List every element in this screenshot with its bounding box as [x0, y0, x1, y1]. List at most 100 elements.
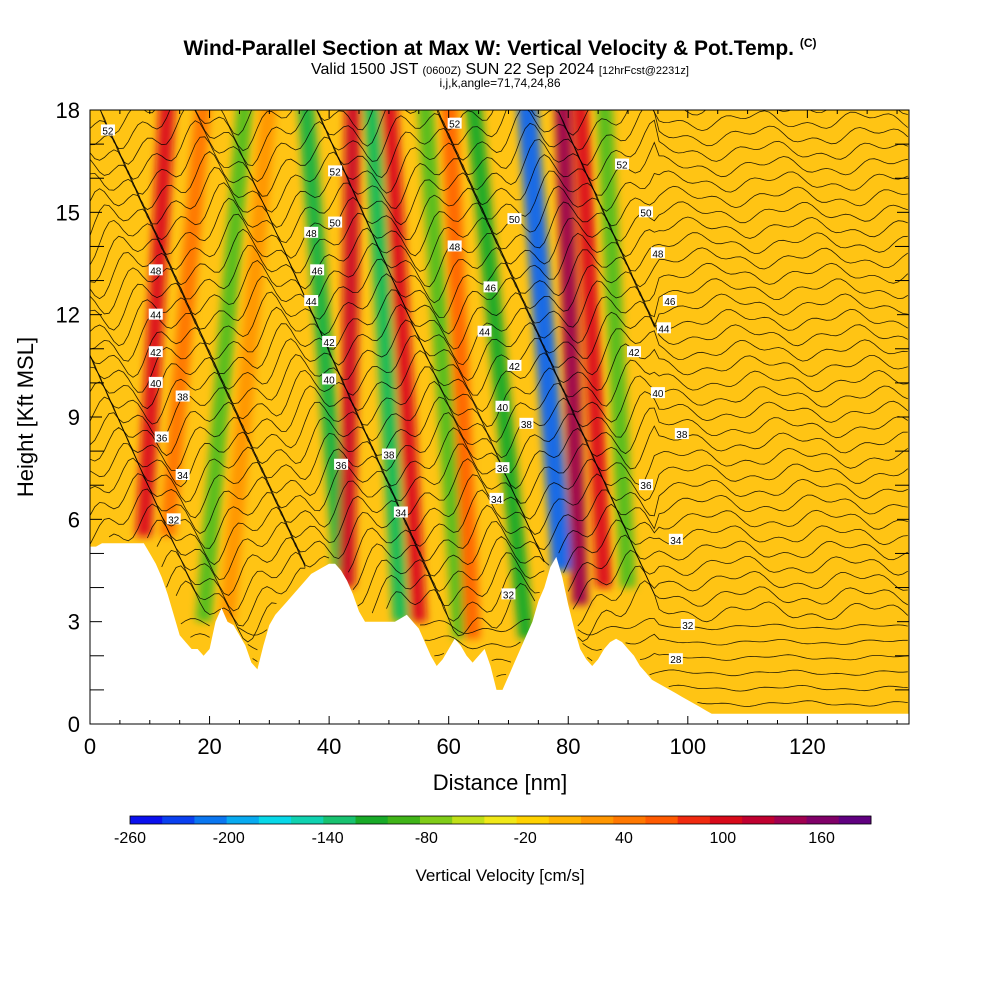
theta-label: 42 — [628, 348, 640, 359]
theta-label-bg — [175, 468, 190, 480]
theta-label: 44 — [150, 311, 162, 322]
colorbar: -260 -200 -140 -80 -20 40 100 160 — [114, 815, 872, 847]
theta-label: 38 — [383, 451, 395, 462]
theta-label-bg — [166, 513, 181, 525]
colorbar-swatch — [581, 816, 614, 824]
theta-contour — [90, 350, 908, 413]
theta-contour — [90, 258, 909, 320]
theta-label: 28 — [670, 655, 682, 666]
velocity-plume — [159, 110, 211, 537]
theta-label-bg — [507, 213, 522, 225]
x-tick-label: 0 — [84, 734, 96, 759]
colorbar-tick-label: 100 — [709, 830, 736, 847]
theta-label-bg — [310, 264, 325, 276]
theta-label-bg — [650, 247, 665, 259]
y-axis-label: Height [Kft MSL] — [13, 337, 38, 497]
theta-label: 34 — [395, 509, 407, 520]
theta-contour — [90, 319, 908, 381]
theta-label: 38 — [521, 420, 533, 431]
x-tick-label: 100 — [669, 734, 706, 759]
theta-contour — [90, 166, 908, 228]
theta-label-bg — [447, 117, 462, 129]
theta-contour — [90, 289, 909, 350]
theta-label: 42 — [324, 338, 336, 349]
theta-label-bg — [148, 346, 163, 358]
subtitle-forecast: [12hrFcst@2231z] — [598, 65, 689, 77]
theta-label: 38 — [177, 393, 189, 404]
chart-title: Wind-Parallel Section at Max W: Vertical… — [183, 36, 817, 60]
velocity-plume — [195, 110, 253, 622]
theta-label-bg — [668, 533, 683, 545]
velocity-plume — [363, 110, 409, 622]
x-tick-label: 120 — [789, 734, 826, 759]
theta-label-bg — [495, 400, 510, 412]
theta-label-bg — [638, 206, 653, 218]
theta-label-bg — [489, 492, 504, 504]
theta-contour — [90, 182, 908, 244]
y-tick-label: 6 — [68, 507, 80, 532]
theta-contour — [90, 119, 908, 183]
theta-contour — [668, 684, 908, 692]
x-tick-label: 20 — [197, 734, 221, 759]
y-tick-label: 12 — [56, 303, 80, 328]
theta-contour — [156, 534, 909, 596]
colorbar-swatch — [806, 816, 840, 824]
theta-contour — [496, 669, 908, 677]
colorbar-swatch — [742, 816, 775, 824]
colorbar-swatch — [130, 816, 163, 824]
velocity-plume — [219, 110, 277, 622]
y-tick-label: 9 — [68, 405, 80, 430]
theta-label: 52 — [616, 161, 628, 172]
theta-contour — [90, 242, 909, 305]
terrain-mask — [90, 543, 909, 724]
theta-label: 34 — [177, 471, 189, 482]
theta-label-bg — [154, 431, 169, 443]
theta-contour — [99, 110, 908, 136]
colorbar-swatch — [516, 816, 550, 824]
theta-label-bg — [662, 295, 677, 307]
theta-contour — [90, 380, 909, 443]
theta-contour — [90, 412, 908, 474]
theta-label-bg — [100, 124, 115, 136]
colorbar-swatch — [677, 816, 711, 824]
theta-label: 44 — [479, 328, 491, 339]
theta-label-bg — [674, 428, 689, 440]
colorbar-tick-label: -80 — [415, 830, 438, 847]
theta-contour — [90, 335, 908, 396]
theta-label: 42 — [509, 362, 521, 373]
theta-label: 42 — [150, 348, 162, 359]
theta-contour — [90, 304, 908, 366]
theta-contour — [90, 212, 908, 274]
y-tick-label: 18 — [56, 98, 80, 123]
theta-label: 46 — [312, 266, 324, 277]
theta-label-bg — [304, 226, 319, 238]
x-tick-label: 60 — [436, 734, 460, 759]
velocity-plume — [465, 110, 535, 639]
theta-label: 34 — [491, 495, 503, 506]
colorbar-swatch — [194, 816, 228, 824]
theta-label: 40 — [652, 389, 664, 400]
chart-subtitle: Valid 1500 JST (0600Z) SUN 22 Sep 2024 [… — [0, 61, 1000, 79]
theta-label-bg — [328, 216, 343, 228]
colorbar-swatch — [162, 816, 195, 824]
theta-label: 50 — [640, 208, 652, 219]
theta-label-bg — [322, 335, 337, 347]
theta-label-bg — [668, 653, 683, 665]
chart-subtitle-indices: i,j,k,angle=71,74,24,86 — [439, 76, 561, 90]
theta-labels: 52 48 44 42 40 38 36 34 32 52 50 48 46 44 42 40 36 38 34 52… — [100, 117, 695, 666]
theta-contour — [90, 110, 909, 167]
theta-contour — [90, 150, 908, 213]
colorbar-swatch — [452, 816, 485, 824]
theta-label-bg — [381, 448, 396, 460]
theta-contour — [147, 519, 908, 581]
theta-contour — [90, 396, 909, 459]
theta-label: 44 — [306, 297, 318, 308]
colorbar-swatch — [548, 816, 582, 824]
theta-label: 50 — [330, 219, 342, 230]
colorbar-swatch — [484, 816, 518, 824]
theta-label: 36 — [156, 433, 168, 444]
theta-label: 34 — [670, 536, 682, 547]
theta-label-bg — [615, 158, 630, 170]
colorbar-frame — [129, 815, 872, 825]
colorbar-tick-label: -260 — [114, 830, 146, 847]
